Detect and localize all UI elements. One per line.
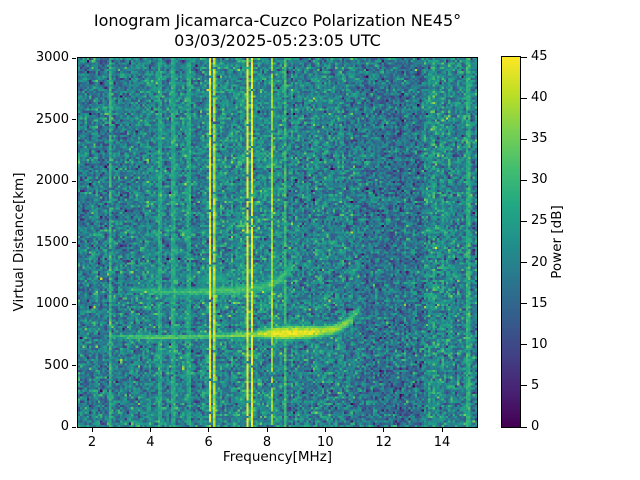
colorbar-tick-mark [521, 344, 527, 346]
colorbar-tick-mark [521, 220, 527, 222]
ionogram-heatmap [78, 58, 477, 427]
x-tick-mark [208, 428, 210, 432]
colorbar-tick-mark [521, 385, 527, 387]
y-tick-mark [72, 180, 76, 182]
colorbar-tick-label: 15 [531, 295, 548, 311]
x-tick-label: 4 [146, 435, 155, 450]
x-tick-label: 8 [262, 435, 272, 450]
colorbar-tick-label: 25 [531, 213, 548, 229]
x-tick-mark [149, 428, 151, 432]
x-tick-mark [91, 428, 93, 432]
colorbar-tick-mark [521, 303, 527, 305]
y-tick-label: 0 [60, 419, 69, 434]
y-tick-mark [72, 119, 76, 120]
x-tick-label: 6 [204, 435, 213, 450]
colorbar-tick-mark [521, 56, 527, 58]
x-tick-label: 12 [375, 435, 392, 450]
y-tick-label: 2500 [35, 111, 69, 127]
y-tick-label: 1500 [35, 234, 69, 250]
colorbar-tick-label: 35 [531, 131, 548, 147]
plot-frame [77, 57, 478, 428]
y-tick-mark [72, 365, 76, 366]
chart-title: Ionogram Jicamarca-Cuzco Polarization NE… [93, 11, 462, 30]
colorbar-tick-label: 40 [531, 90, 548, 106]
x-tick-label: 14 [433, 435, 451, 450]
colorbar [501, 56, 521, 428]
colorbar-tick-mark [521, 262, 527, 264]
colorbar-tick-label: 45 [531, 49, 548, 64]
colorbar-tick-mark [521, 426, 527, 428]
colorbar-tick-mark [521, 138, 527, 140]
y-tick-label: 500 [44, 357, 69, 373]
colorbar-gradient [502, 57, 520, 427]
y-tick-label: 3000 [35, 50, 69, 65]
colorbar-tick-mark [521, 97, 527, 99]
y-tick-label: 2000 [35, 173, 69, 188]
x-tick-mark [441, 428, 443, 432]
y-tick-label: 1000 [35, 296, 69, 311]
x-tick-mark [266, 428, 268, 432]
colorbar-tick-label: 10 [531, 336, 548, 352]
x-tick-mark [383, 428, 385, 432]
y-tick-mark [72, 242, 76, 243]
x-tick-label: 2 [87, 435, 97, 450]
y-tick-mark [72, 57, 76, 59]
y-tick-mark [72, 426, 76, 428]
colorbar-tick-label: 20 [531, 254, 548, 270]
y-tick-mark [72, 303, 76, 305]
colorbar-tick-label: 0 [531, 419, 540, 434]
colorbar-tick-label: 30 [531, 172, 548, 188]
colorbar-tick-label: 5 [531, 377, 540, 393]
x-axis-label: Frequency[MHz] [222, 449, 333, 465]
colorbar-tick-mark [521, 179, 527, 181]
x-tick-label: 10 [317, 435, 334, 450]
x-tick-mark [324, 428, 326, 432]
chart-subtitle: 03/03/2025-05:23:05 UTC [174, 31, 381, 50]
